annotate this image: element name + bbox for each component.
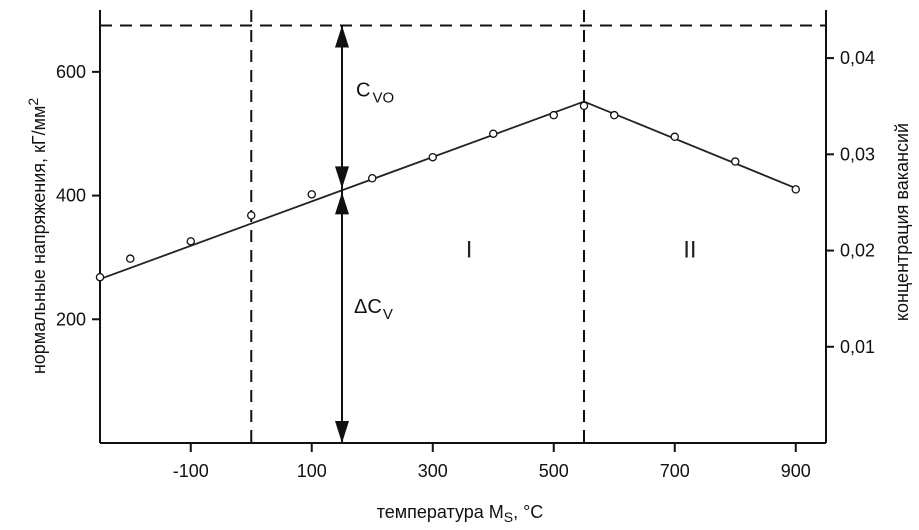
x-tick-label: 700 bbox=[660, 461, 690, 481]
delta-cv-sub: V bbox=[383, 306, 393, 323]
y2-tick-label: 0,01 bbox=[840, 337, 875, 357]
y2-axis-title: концентрация вакансий bbox=[892, 123, 912, 321]
y2-tick-label: 0,04 bbox=[840, 48, 875, 68]
y-axis-title-main: нормальные напряжения, кГ/мм bbox=[29, 106, 49, 375]
data-point bbox=[549, 110, 559, 120]
arrowhead-up bbox=[335, 25, 349, 48]
y-axis-title: нормальные напряжения, кГ/мм2 bbox=[25, 98, 49, 375]
y-tick-label: 600 bbox=[56, 62, 86, 82]
c-vo-sub: VO bbox=[372, 90, 394, 107]
arrowhead-down bbox=[335, 421, 349, 443]
data-point bbox=[670, 132, 680, 142]
x-axis-title-sub: S bbox=[504, 509, 513, 525]
region-label-II: II bbox=[683, 236, 696, 263]
c-vo-label: С VO bbox=[356, 80, 394, 107]
y-tick-label: 200 bbox=[56, 309, 86, 329]
x-tick-label: 300 bbox=[418, 461, 448, 481]
arrowhead-down bbox=[335, 166, 349, 189]
x-tick-label: -100 bbox=[173, 461, 209, 481]
x-tick-label: 500 bbox=[539, 461, 569, 481]
y2-tick-label: 0,02 bbox=[840, 241, 875, 261]
x-axis-title-unit: , °С bbox=[513, 502, 543, 522]
c-vo-main: С bbox=[356, 80, 370, 102]
series-group bbox=[95, 100, 801, 282]
x-tick-label: 100 bbox=[297, 461, 327, 481]
reference-lines bbox=[100, 10, 826, 443]
x-tick-label: 900 bbox=[781, 461, 811, 481]
data-point bbox=[731, 157, 740, 166]
y-tick-label: 400 bbox=[56, 186, 86, 206]
region-label-I: I bbox=[466, 236, 473, 263]
data-point bbox=[488, 129, 498, 138]
data-point bbox=[186, 237, 195, 246]
axes bbox=[92, 10, 834, 452]
data-point bbox=[579, 101, 589, 111]
y2-tick-label: 0,03 bbox=[840, 144, 875, 164]
data-point bbox=[95, 272, 105, 282]
tick-labels: -100 100 300 500 700 900 200 400 600 0,01 0,02 0,03… bbox=[56, 48, 875, 481]
data-point bbox=[246, 211, 256, 220]
x-axis-title-main: температура M bbox=[377, 502, 504, 522]
data-point bbox=[428, 152, 437, 162]
delta-cv-main: ΔС bbox=[354, 296, 382, 318]
arrowhead-up bbox=[335, 192, 349, 215]
data-point bbox=[791, 185, 801, 194]
data-point bbox=[126, 254, 135, 263]
y-axis-title-sup: 2 bbox=[25, 98, 41, 106]
x-axis-title: температура MS, °С bbox=[377, 502, 544, 525]
delta-cv-label: ΔСV bbox=[354, 296, 393, 323]
data-point bbox=[367, 174, 377, 183]
data-point bbox=[610, 110, 619, 120]
fit-line bbox=[99, 100, 797, 280]
data-point bbox=[307, 190, 316, 199]
